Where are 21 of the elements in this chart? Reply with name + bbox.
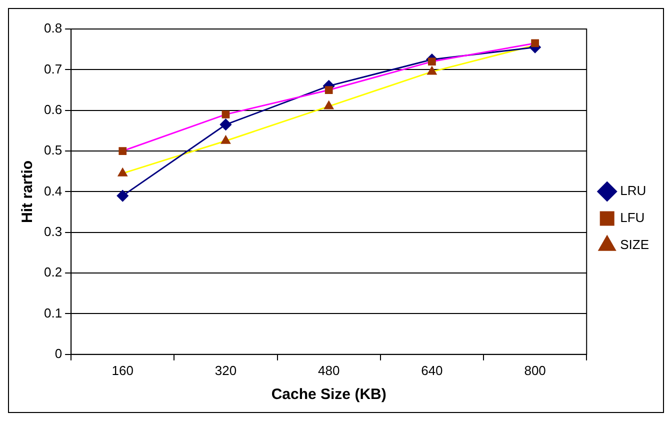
y-tick-label: 0.2: [44, 264, 62, 280]
x-tick-label: 480: [318, 362, 340, 378]
x-tick-label: 320: [214, 362, 237, 378]
x-axis-title: Cache Size (KB): [271, 386, 386, 404]
x-tick-label: 160: [112, 362, 134, 378]
x-tick-label: 800: [524, 362, 546, 378]
legend-label: LRU: [620, 183, 646, 198]
x-tick-label: 640: [421, 362, 443, 378]
y-tick-label: 0.4: [44, 183, 62, 198]
y-axis-title: Hit rartio: [19, 160, 36, 223]
y-tick-label: 0: [54, 346, 62, 361]
y-tick-label: 0.7: [44, 61, 62, 76]
point: [116, 190, 128, 202]
legend-label: LFU: [620, 210, 645, 226]
point: [220, 118, 232, 130]
legend-label: SIZE: [620, 237, 650, 252]
y-tick-label: 0.3: [44, 224, 62, 239]
y-tick-label: 0.5: [44, 142, 62, 158]
y-tick-label: 0.1: [44, 305, 62, 320]
y-tick-label: 0.8: [44, 20, 62, 36]
y-tick-label: 0.6: [44, 102, 62, 117]
